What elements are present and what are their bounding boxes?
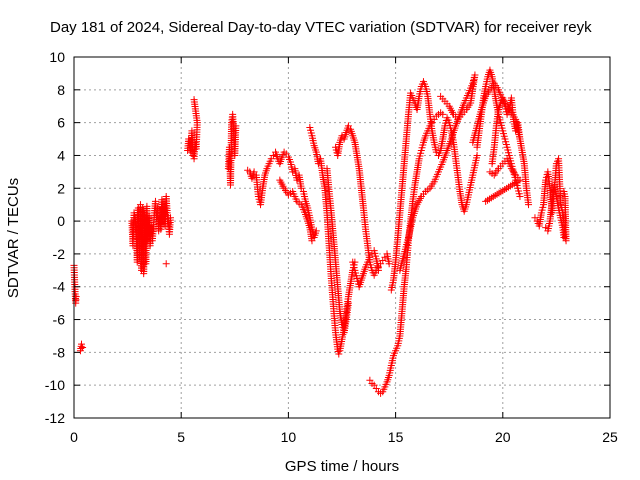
tick-layer: 0 5 10 15 20 25 -12 -10 -8 -6 -4 -2 0 2 4 6 8 10: [45, 49, 618, 445]
data-point: [560, 188, 568, 196]
x-tick-label: 5: [177, 429, 185, 445]
data-point: [560, 234, 568, 241]
y-tick-label: -6: [53, 312, 66, 328]
y-tick-label: 10: [49, 49, 65, 65]
grid-layer: [74, 57, 610, 418]
data-point: [162, 260, 170, 268]
y-tick-label: -8: [53, 344, 66, 360]
y-tick-label: 4: [57, 147, 65, 163]
data-point: [385, 260, 393, 268]
data-point: [482, 197, 490, 205]
y-tick-label: -12: [45, 410, 65, 426]
data-point: [189, 151, 197, 159]
y-tick-label: 0: [57, 213, 65, 229]
data-point: [79, 343, 87, 351]
plot-area-frame: [73, 56, 611, 419]
data-points-layer: [70, 66, 570, 397]
y-tick-label: -4: [53, 279, 66, 295]
data-point: [335, 350, 343, 358]
x-axis-title: GPS time / hours: [285, 458, 399, 475]
x-tick-label: 10: [281, 429, 297, 445]
x-tick-label: 25: [602, 429, 618, 445]
x-tick-label: 20: [495, 429, 511, 445]
x-tick-label: 15: [388, 429, 404, 445]
y-tick-label: 8: [57, 82, 65, 98]
y-tick-label: 6: [57, 115, 65, 131]
data-point: [525, 201, 533, 209]
y-tick-label: -2: [53, 246, 66, 262]
data-point: [516, 192, 524, 200]
data-point: [344, 299, 352, 307]
data-point: [78, 340, 86, 348]
data-point: [439, 110, 447, 118]
data-point: [437, 92, 445, 100]
y-tick-label: -10: [45, 377, 65, 393]
data-point: [516, 135, 524, 143]
data-point: [232, 122, 240, 130]
chart-title: Day 181 of 2024, Sidereal Day-to-day VTE…: [50, 19, 592, 36]
x-tick-label: 0: [70, 429, 78, 445]
data-point: [308, 237, 316, 245]
y-axis-title: SDTVAR / TECUs: [5, 178, 22, 298]
data-point: [312, 227, 320, 235]
data-point: [374, 266, 382, 274]
data-point: [166, 214, 174, 222]
y-tick-label: 2: [57, 180, 65, 196]
data-point: [473, 151, 481, 159]
data-point: [190, 96, 198, 104]
